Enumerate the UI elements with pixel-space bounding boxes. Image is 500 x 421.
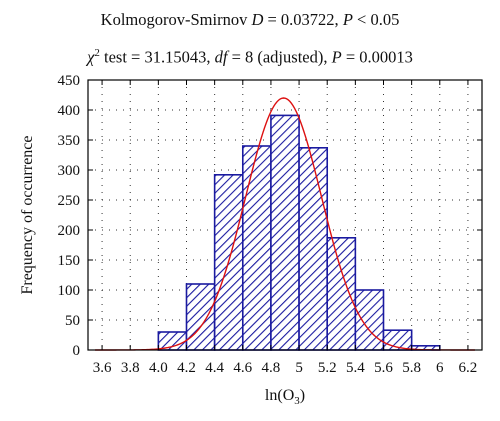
x-tick-label-13: 6.2 bbox=[459, 360, 478, 376]
y-axis-label: Frequency of occurrence bbox=[19, 135, 36, 294]
x-tick-label-3: 4.2 bbox=[177, 360, 196, 376]
x-axis-ticks: 3.6 3.8 4.0 4.2 4.4 4.6 4.8 5 5.2 5.4 5.6 5.8 6 6.2 bbox=[93, 80, 478, 376]
histogram-bars bbox=[157, 114, 441, 351]
x-tick-label-1: 3.8 bbox=[121, 360, 140, 376]
y-tick-label-5: 250 bbox=[58, 193, 81, 209]
y-axis-ticks: 0 50 100 150 200 250 300 350 400 450 bbox=[58, 73, 482, 359]
x-tick-label-10: 5.6 bbox=[374, 360, 393, 376]
histogram-bar-3 bbox=[241, 145, 272, 351]
histogram-bar-4 bbox=[270, 114, 300, 351]
chart-title-ks-test: Kolmogorov-Smirnov D = 0.03722, P < 0.05 bbox=[100, 10, 400, 29]
x-tick-label-0: 3.6 bbox=[93, 360, 112, 376]
y-tick-label-7: 350 bbox=[58, 133, 81, 149]
histogram-bar-7 bbox=[354, 289, 385, 351]
x-tick-label-2: 4.0 bbox=[149, 360, 168, 376]
histogram-bar-6 bbox=[326, 237, 357, 351]
x-tick-label-7: 5 bbox=[295, 360, 303, 376]
y-tick-label-9: 450 bbox=[58, 73, 81, 89]
x-tick-label-5: 4.6 bbox=[233, 360, 252, 376]
x-axis-label: ln(O3) bbox=[265, 387, 305, 407]
x-tick-label-12: 6 bbox=[436, 360, 444, 376]
x-tick-label-8: 5.2 bbox=[318, 360, 337, 376]
x-tick-label-11: 5.8 bbox=[402, 360, 421, 376]
y-tick-label-0: 0 bbox=[73, 343, 81, 359]
y-tick-label-1: 50 bbox=[65, 313, 80, 329]
histogram-bar-5 bbox=[298, 147, 329, 351]
y-tick-label-8: 400 bbox=[58, 103, 81, 119]
y-tick-label-4: 200 bbox=[58, 223, 81, 239]
y-tick-label-3: 150 bbox=[58, 253, 81, 269]
y-tick-label-2: 100 bbox=[58, 283, 81, 299]
chart-title-chi-square-test: χ2 test = 31.15043, df = 8 (adjusted), P… bbox=[87, 47, 413, 67]
x-tick-label-4: 4.4 bbox=[205, 360, 224, 376]
histogram-bar-0 bbox=[157, 331, 188, 351]
plot-frame bbox=[87, 79, 483, 351]
y-tick-label-6: 300 bbox=[58, 163, 81, 179]
x-tick-label-6: 4.8 bbox=[262, 360, 281, 376]
x-tick-label-9: 5.4 bbox=[346, 360, 365, 376]
histogram-bar-1 bbox=[185, 283, 216, 351]
